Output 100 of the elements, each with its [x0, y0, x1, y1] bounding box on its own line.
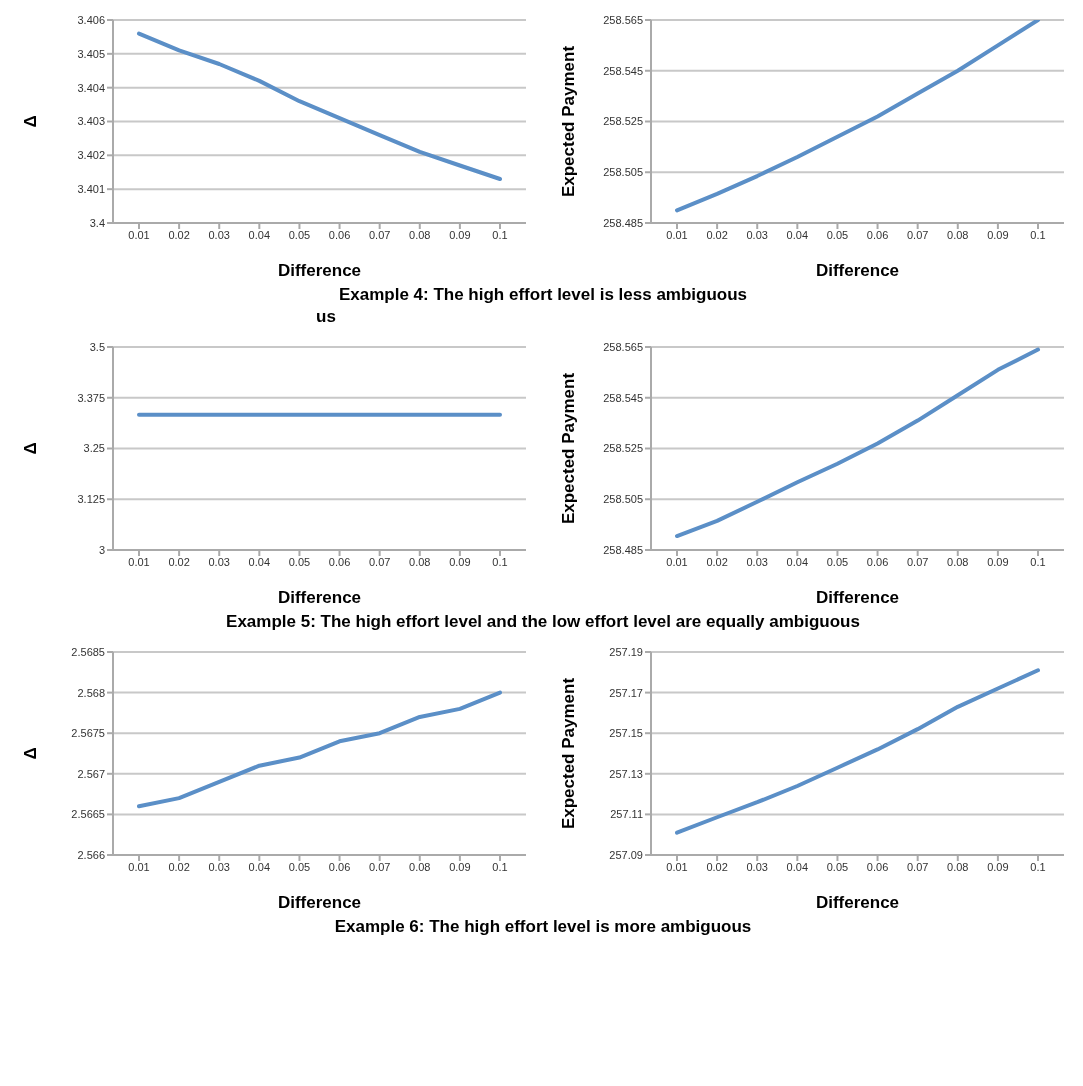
- x-tick-label: 0.06: [328, 228, 351, 241]
- x-axis-title: Difference: [277, 893, 362, 912]
- x-tick-label: 0.03: [746, 860, 768, 873]
- y-axis-title: Δ: [21, 747, 41, 760]
- x-tick-label: 0.04: [248, 555, 271, 568]
- y-axis-title: Expected Payment: [559, 45, 579, 198]
- y-axis-title: Δ: [21, 442, 41, 455]
- x-tick-label: 0.05: [288, 555, 311, 568]
- y-tick-label: 3.125: [77, 493, 105, 506]
- y-tick-label: 3.405: [77, 47, 105, 60]
- y-tick-label: 257.09: [609, 848, 643, 861]
- line-series: [137, 690, 502, 809]
- x-tick-label: 0.05: [826, 228, 849, 241]
- y-tick-label: 2.5675: [71, 727, 105, 740]
- x-tick-label: 0.08: [409, 228, 431, 241]
- x-axis-title: Difference: [277, 588, 362, 607]
- line-series: [675, 20, 1040, 213]
- x-tick-label: 0.01: [128, 555, 150, 568]
- line-series: [137, 31, 502, 182]
- x-tick-label: 0.09: [449, 228, 471, 241]
- y-axis-title: Expected Payment: [559, 677, 579, 830]
- y-tick-label: 3.404: [77, 81, 105, 94]
- x-tick-label: 0.02: [706, 555, 728, 568]
- x-tick-label: 0.08: [409, 860, 431, 873]
- y-tick-label: 2.568: [77, 686, 105, 699]
- x-tick-label: 0.01: [128, 860, 150, 873]
- y-tick-label: 3.375: [77, 391, 105, 404]
- x-tick-label: 0.02: [706, 860, 728, 873]
- x-tick-label: 0.05: [288, 860, 311, 873]
- y-tick-label: 3.401: [77, 183, 105, 196]
- x-tick-label: 0.03: [208, 228, 230, 241]
- x-tick-label: 0.1: [1030, 555, 1046, 568]
- y-tick-label: 258.485: [603, 216, 643, 229]
- line-series: [675, 668, 1040, 835]
- text: Example 4: The high effort level is less ambiguous: [337, 285, 749, 305]
- x-tick-label: 0.08: [947, 555, 969, 568]
- y-tick-label: 258.545: [603, 64, 643, 77]
- y-axis-title: Δ: [21, 115, 41, 128]
- x-tick-label: 0.01: [128, 228, 150, 241]
- x-tick-label: 0.02: [168, 228, 190, 241]
- x-tick-label: 0.02: [706, 228, 728, 241]
- x-tick-label: 0.07: [906, 555, 929, 568]
- x-tick-label: 0.01: [666, 228, 688, 241]
- x-tick-label: 0.02: [168, 555, 190, 568]
- y-tick-label: 3.5: [89, 340, 105, 353]
- y-axis-title: Expected Payment: [559, 372, 579, 525]
- y-tick-label: 2.566: [77, 848, 105, 861]
- x-tick-label: 0.1: [492, 860, 508, 873]
- x-tick-label: 0.06: [866, 555, 889, 568]
- x-tick-label: 0.06: [328, 860, 351, 873]
- x-tick-label: 0.02: [168, 860, 190, 873]
- y-tick-label: 258.525: [603, 115, 643, 128]
- y-tick-label: 258.545: [603, 391, 643, 404]
- x-tick-label: 0.03: [208, 555, 230, 568]
- line-series: [675, 347, 1040, 539]
- text: us: [315, 307, 337, 327]
- y-tick-label: 3.406: [77, 13, 105, 26]
- x-tick-label: 0.09: [987, 860, 1009, 873]
- y-tick-label: 2.5665: [71, 808, 105, 821]
- y-tick-label: 3.403: [77, 115, 105, 128]
- y-tick-label: 257.17: [609, 686, 643, 699]
- x-tick-label: 0.07: [368, 228, 391, 241]
- x-tick-label: 0.04: [248, 228, 271, 241]
- x-tick-label: 0.06: [866, 860, 889, 873]
- text: Example 6: The high effort level is more ambiguous: [333, 917, 753, 937]
- x-tick-label: 0.01: [666, 555, 688, 568]
- x-tick-label: 0.03: [746, 555, 768, 568]
- x-tick-label: 0.04: [786, 555, 809, 568]
- x-tick-label: 0.05: [826, 555, 849, 568]
- x-tick-label: 0.04: [786, 860, 809, 873]
- x-tick-label: 0.09: [987, 555, 1009, 568]
- x-tick-label: 0.05: [826, 860, 849, 873]
- y-tick-label: 258.505: [603, 493, 643, 506]
- y-tick-label: 3.4: [89, 216, 105, 229]
- y-tick-label: 258.505: [603, 166, 643, 179]
- y-tick-label: 257.11: [610, 808, 643, 821]
- y-tick-label: 3.402: [77, 149, 105, 162]
- x-tick-label: 0.09: [987, 228, 1009, 241]
- x-axis-title: Difference: [815, 893, 900, 912]
- text: Example 5: The high effort level and the low effort level are equally ambiguous: [225, 612, 861, 632]
- x-tick-label: 0.1: [492, 555, 508, 568]
- x-tick-label: 0.01: [666, 860, 688, 873]
- x-tick-label: 0.06: [328, 555, 351, 568]
- y-tick-label: 2.5685: [71, 645, 105, 658]
- y-tick-label: 258.525: [603, 442, 643, 455]
- x-tick-label: 0.07: [368, 555, 391, 568]
- x-axis-title: Difference: [815, 588, 900, 607]
- x-tick-label: 0.1: [1030, 228, 1046, 241]
- y-tick-label: 257.19: [609, 645, 643, 658]
- x-tick-label: 0.03: [746, 228, 768, 241]
- x-tick-label: 0.06: [866, 228, 889, 241]
- y-tick-label: 3: [98, 543, 105, 556]
- x-tick-label: 0.08: [947, 860, 969, 873]
- y-tick-label: 3.25: [83, 442, 105, 455]
- x-tick-label: 0.1: [1030, 860, 1046, 873]
- x-tick-label: 0.08: [409, 555, 431, 568]
- x-tick-label: 0.1: [492, 228, 508, 241]
- y-tick-label: 2.567: [77, 767, 105, 780]
- x-tick-label: 0.07: [906, 860, 929, 873]
- y-tick-label: 257.13: [609, 767, 643, 780]
